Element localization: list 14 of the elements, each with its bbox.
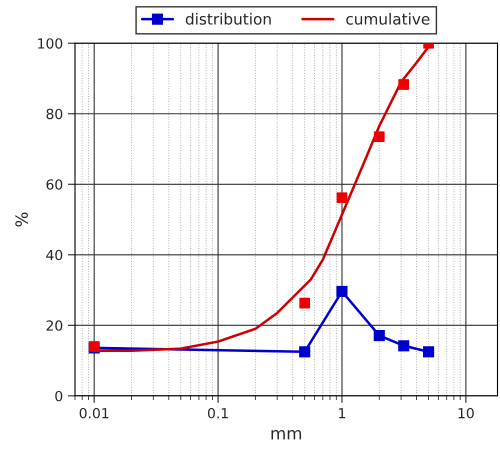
y-tick-label: 0 [55,390,62,402]
y-axis-title: % [15,212,28,227]
x-axis-title: mm [272,430,302,440]
x-tick-label: 0.01 [80,408,108,418]
legend-label: cumulative [346,12,430,25]
y-tick-label: 100 [38,38,62,49]
y-tick-label: 60 [46,179,62,190]
y-tick-label: 20 [46,320,62,331]
x-tick-label: 10 [458,408,474,418]
y-tick-label: 80 [46,108,62,120]
x-tick-label: 1 [339,408,346,418]
x-tick-label: 0.1 [208,408,228,418]
legend-label: distribution [186,12,271,25]
y-tick-label: 40 [46,250,62,260]
